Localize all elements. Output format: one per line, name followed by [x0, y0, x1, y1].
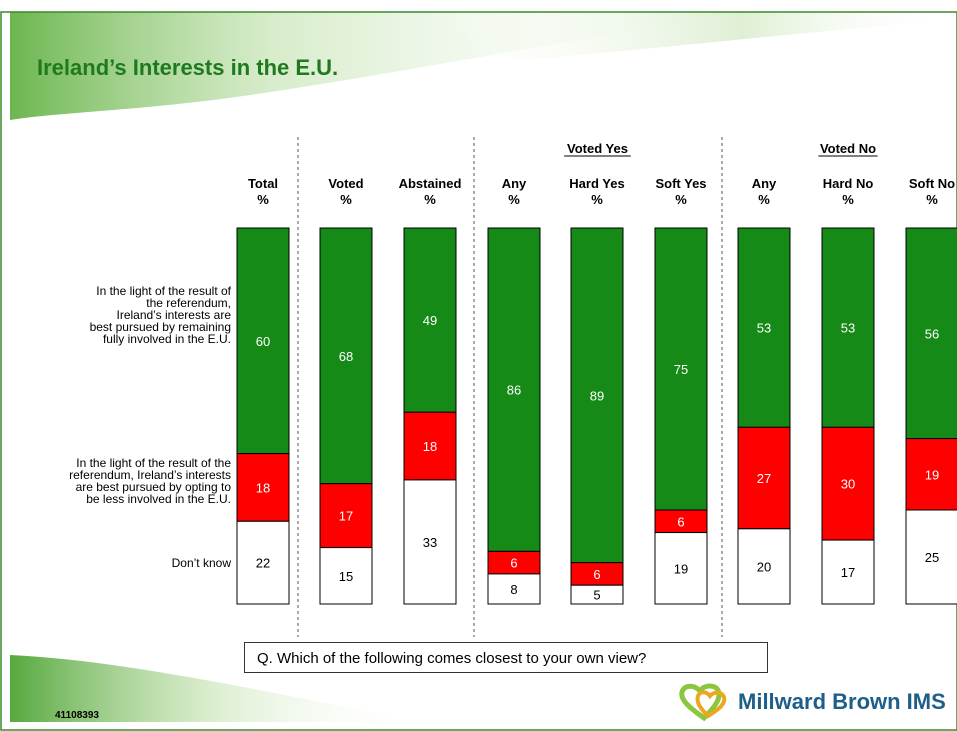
- row-label: In the light of the result of the referen…: [90, 285, 231, 345]
- bar-segment: [821, 227, 875, 428]
- row-label-line: fully involved in the E.U.: [102, 332, 231, 346]
- column-header-unit: %: [675, 192, 687, 207]
- column-header: Hard No: [823, 176, 874, 191]
- column-header: Soft No: [909, 176, 955, 191]
- bar-segment: [236, 453, 290, 522]
- bar-segment: [654, 532, 708, 605]
- slide-border: [0, 11, 957, 731]
- bar-segment: [905, 227, 957, 440]
- bar-segment: [403, 479, 457, 605]
- data-label: 86: [507, 383, 521, 398]
- column-header-unit: %: [591, 192, 603, 207]
- column-header-unit: %: [257, 192, 269, 207]
- row-label-line: are best pursued by opting to: [75, 480, 231, 494]
- bar-segment: [570, 227, 624, 564]
- column-header: Hard Yes: [569, 176, 624, 191]
- column-header-unit: %: [758, 192, 770, 207]
- data-label: 49: [423, 313, 437, 328]
- bar-segment: [236, 227, 290, 455]
- data-label: 53: [841, 321, 855, 336]
- footer-id: 41108393: [55, 710, 99, 721]
- row-label-line: In the light of the result of: [96, 284, 231, 298]
- data-label: 19: [674, 561, 688, 576]
- bar-segment: [654, 227, 708, 511]
- data-label: 19: [925, 467, 939, 482]
- data-label: 17: [841, 565, 855, 580]
- column-header: Soft Yes: [655, 176, 706, 191]
- row-label-line: Don’t know: [171, 556, 231, 570]
- bar-segment: [737, 528, 791, 605]
- data-label: 18: [256, 480, 270, 495]
- data-label: 20: [757, 559, 771, 574]
- data-label: 8: [510, 582, 517, 597]
- bar-segment: [403, 227, 457, 413]
- row-label-line: Ireland’s interests are: [116, 308, 231, 322]
- data-label: 27: [757, 471, 771, 486]
- page-title: Ireland’s Interests in the E.U.: [37, 55, 339, 80]
- bar-segment: [487, 227, 541, 552]
- bar-segment: [236, 520, 290, 605]
- data-label: 15: [339, 569, 353, 584]
- data-label: 56: [925, 326, 939, 341]
- data-label: 68: [339, 349, 353, 364]
- column-header: Any: [502, 176, 527, 191]
- column-header: Voted: [328, 176, 363, 191]
- column-header: Abstained: [399, 176, 462, 191]
- row-label: Don’t know: [172, 557, 231, 569]
- data-label: 25: [925, 550, 939, 565]
- question-box: Q. Which of the following comes closest …: [244, 642, 768, 673]
- data-label: 89: [590, 388, 604, 403]
- bar-segment: [821, 539, 875, 605]
- data-label: 22: [256, 556, 270, 571]
- row-label-line: the referendum,: [146, 296, 231, 310]
- bar-segment: [319, 483, 373, 549]
- column-header-unit: %: [842, 192, 854, 207]
- data-label: 6: [677, 514, 684, 529]
- group-header: Voted Yes: [567, 141, 628, 156]
- data-label: 53: [757, 321, 771, 336]
- data-label: 5: [593, 588, 600, 603]
- heart-logo-icon: [679, 683, 727, 722]
- row-label-line: referendum, Ireland’s interests: [69, 468, 231, 482]
- bar-segment: [905, 438, 957, 511]
- bar-segment: [319, 547, 373, 605]
- data-label: 6: [510, 556, 517, 571]
- column-header: Any: [752, 176, 777, 191]
- logo-text: Millward Brown IMS: [738, 689, 946, 714]
- data-label: 6: [593, 567, 600, 582]
- bar-segment: [737, 426, 791, 530]
- row-label: In the light of the result of the referen…: [69, 457, 231, 505]
- bar-segment: [487, 573, 541, 605]
- bar-segment: [821, 426, 875, 541]
- bar-segment: [905, 509, 957, 605]
- bottom-swoosh: [10, 655, 420, 722]
- data-label: 33: [423, 535, 437, 550]
- bar-segment: [403, 411, 457, 481]
- column-header-unit: %: [508, 192, 520, 207]
- data-label: 30: [841, 477, 855, 492]
- group-header: Voted No: [820, 141, 876, 156]
- row-label-line: In the light of the result of the: [76, 456, 231, 470]
- row-label-line: be less involved in the E.U.: [86, 492, 231, 506]
- data-label: 60: [256, 334, 270, 349]
- column-header-unit: %: [340, 192, 352, 207]
- row-label-line: best pursued by remaining: [89, 320, 231, 334]
- column-header-unit: %: [926, 192, 938, 207]
- data-label: 75: [674, 362, 688, 377]
- column-header-unit: %: [424, 192, 436, 207]
- data-label: 17: [339, 509, 353, 524]
- top-swoosh-light: [420, 12, 957, 60]
- column-header: Total: [248, 176, 278, 191]
- data-label: 18: [423, 439, 437, 454]
- bar-segment: [570, 584, 624, 605]
- logo: Millward Brown IMS: [678, 682, 948, 722]
